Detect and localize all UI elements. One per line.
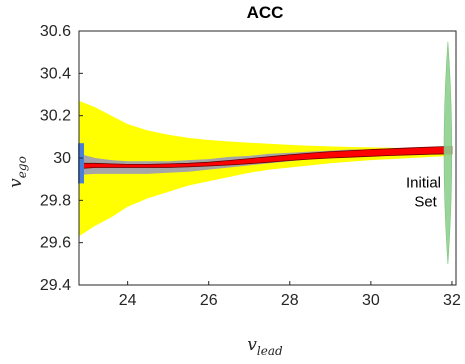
- x-axis-label-sub: lead: [257, 344, 283, 358]
- y-axis-label-main: v: [6, 178, 26, 188]
- x-tick-label: 26: [200, 292, 218, 309]
- y-tick-label: 30.4: [40, 65, 71, 82]
- y-axis-label-sub: ego: [15, 156, 29, 178]
- initial-set-annotation-line-2: Set: [414, 194, 437, 211]
- y-tick-label: 30.2: [40, 108, 71, 125]
- chart-marks: [78, 41, 453, 264]
- x-axis-label: vlead: [247, 335, 283, 358]
- initial-set-annotation: Initial Set: [406, 175, 445, 211]
- y-tick-label: 29.6: [40, 235, 71, 252]
- y-tick-label: 30: [53, 150, 71, 167]
- x-tick-label: 32: [443, 292, 461, 309]
- x-tick-label: 30: [362, 292, 380, 309]
- y-tick-label: 29.4: [40, 277, 71, 294]
- outer-reach-band: [79, 100, 452, 237]
- y-axis-label: vego: [6, 156, 29, 188]
- chart-title: ACC: [247, 3, 284, 22]
- axis-ticks: 24 26 28 30 32 29.4 29.6 29.8 30 30.2 30.4 30.6: [40, 23, 461, 309]
- start-set-region: [78, 143, 85, 184]
- y-tick-label: 29.8: [40, 192, 71, 209]
- x-axis-label-main: v: [247, 335, 257, 355]
- x-tick-label: 28: [281, 292, 299, 309]
- y-tick-label: 30.6: [40, 23, 71, 40]
- initial-set-annotation-line-1: Initial: [406, 175, 441, 192]
- initial-set-region: [443, 41, 453, 264]
- x-tick-label: 24: [119, 292, 137, 309]
